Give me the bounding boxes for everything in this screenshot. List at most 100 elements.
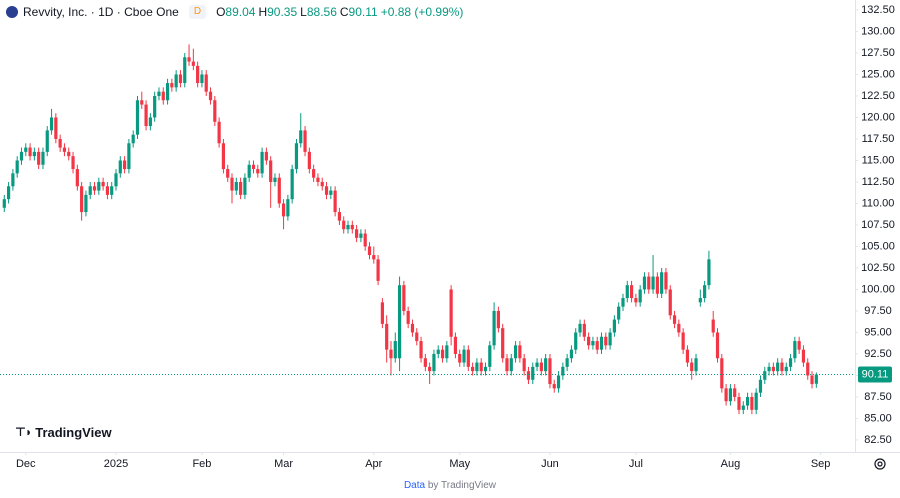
candle-body [148, 117, 152, 127]
candle-body [462, 349, 466, 363]
candle-body [105, 186, 110, 195]
y-tick-label: 117.50 [862, 133, 895, 145]
candle-body [578, 323, 582, 333]
candle-body [771, 366, 775, 372]
y-tick-label: 127.50 [861, 47, 895, 59]
candle-body [286, 199, 290, 217]
candle-body [788, 358, 793, 367]
candle-body [49, 117, 54, 131]
ohlc-key: H [258, 5, 268, 19]
x-tick-label: Jun [541, 458, 559, 470]
x-tick-label: Feb [192, 458, 211, 470]
candle-body [612, 319, 616, 333]
candle-body [376, 259, 380, 281]
candle-body [221, 143, 226, 170]
candle-body [745, 396, 750, 406]
candle-body [307, 151, 311, 170]
candle-body [355, 229, 359, 238]
logo[interactable]: ⊤◗ TradingView [8, 420, 119, 444]
candle-body [531, 366, 535, 380]
candle-body [58, 138, 62, 148]
x-tick-label: May [449, 458, 470, 470]
footer-link[interactable]: Data [403, 480, 426, 491]
candle-body [767, 366, 771, 372]
candle-body [372, 255, 376, 260]
ohlc-value: 88.56 [306, 5, 337, 19]
badge: D [188, 5, 207, 19]
candle-body [419, 341, 423, 359]
x-tick-label: Jul [629, 458, 643, 470]
candle-body [707, 259, 711, 286]
candle-body [754, 392, 758, 410]
candle-body [604, 336, 608, 346]
candle-body [526, 371, 531, 380]
candle-body [299, 130, 303, 144]
candle-body [440, 349, 445, 359]
y-tick-label: 115.00 [862, 154, 895, 166]
ohlc-value: 90.35 [267, 5, 298, 19]
candle-body [539, 362, 543, 372]
candles [2, 44, 818, 415]
y-tick-label: 100.00 [861, 283, 895, 295]
candle-body [19, 151, 24, 161]
candle-body [320, 181, 324, 187]
candle-body [432, 353, 436, 372]
candle-body [625, 285, 629, 299]
candle-body [157, 91, 161, 96]
symbol-logo [6, 6, 18, 18]
candle-body [690, 362, 694, 372]
candle-body [251, 164, 256, 170]
ohlc-value: 89.04 [225, 5, 256, 19]
candle-body [556, 375, 561, 389]
candle-body [750, 396, 754, 410]
candle-body [509, 358, 513, 372]
candle-body [724, 388, 728, 402]
candle-body [359, 233, 363, 238]
candle-body [565, 358, 569, 367]
y-tick-label: 122.50 [861, 90, 895, 102]
candle-body [629, 285, 634, 299]
y-tick-label: 105.00 [861, 240, 895, 252]
candle-body [672, 315, 677, 324]
candle-body [397, 285, 402, 359]
candle-body [316, 177, 320, 182]
candle-body [741, 405, 745, 410]
symbol-title[interactable]: Revvity, Inc. · 1D · Cboe One [23, 5, 179, 19]
candle-body [402, 285, 406, 311]
candle-body [165, 83, 170, 101]
candle-body [492, 310, 496, 346]
last-price-box [858, 366, 892, 383]
candle-body [363, 233, 367, 247]
candle-body [367, 246, 372, 256]
x-tick-label: Mar [274, 458, 293, 470]
y-tick-label: 120.00 [861, 111, 895, 123]
candle-body [239, 181, 243, 195]
candle-body [801, 349, 806, 363]
candle-body [200, 74, 204, 84]
candle-body [806, 362, 810, 376]
candle-body [728, 388, 733, 402]
candle-body [681, 332, 685, 350]
y-tick-label: 97.50 [864, 305, 892, 317]
candle-body [84, 194, 88, 213]
candle-body [204, 74, 208, 92]
candle-body [135, 100, 140, 135]
candle-body [281, 203, 286, 217]
candle-body [389, 349, 393, 359]
candle-body [660, 272, 664, 294]
candle-body [496, 310, 500, 329]
y-tick-label: 110.00 [862, 197, 895, 209]
candle-body [449, 289, 453, 337]
candle-body [71, 156, 75, 170]
candle-body [458, 353, 462, 363]
candle-body [488, 345, 492, 367]
settings-icon[interactable] [874, 458, 886, 470]
candle-body [6, 186, 11, 200]
candle-body [380, 302, 384, 324]
x-tick-label: Dec [16, 458, 36, 470]
y-tick-label: 125.00 [861, 68, 895, 80]
candle-body [591, 341, 595, 346]
candle-body [522, 358, 526, 372]
candle-body [41, 151, 45, 165]
candle-body [24, 147, 28, 152]
